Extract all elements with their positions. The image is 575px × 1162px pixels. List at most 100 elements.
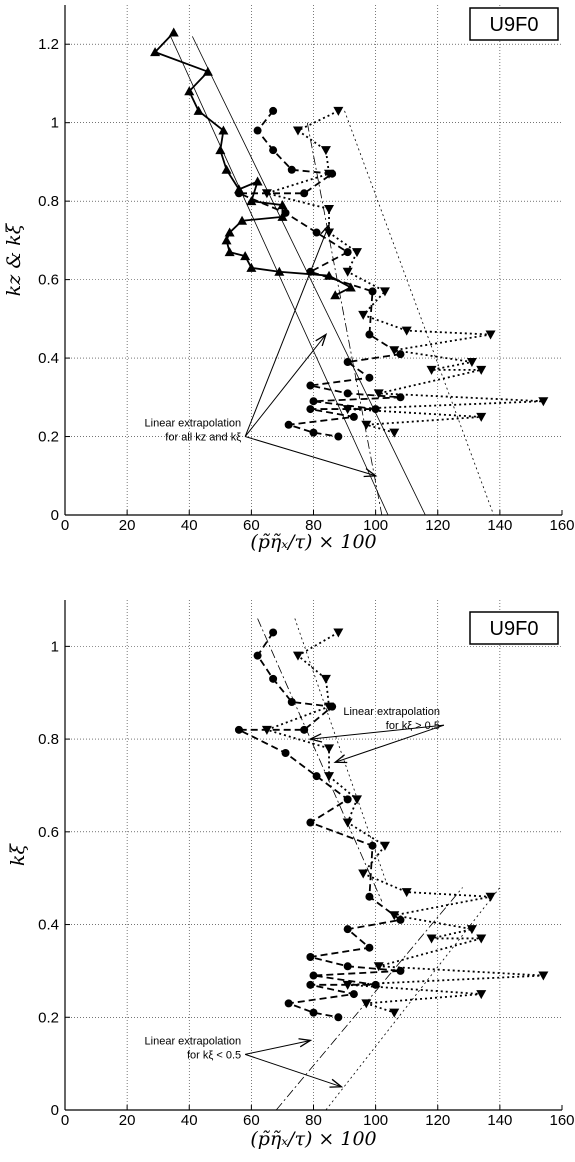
data-point: [358, 310, 369, 320]
data-point: [476, 990, 487, 1000]
data-point: [218, 125, 229, 135]
y-tick-label: 0.6: [38, 824, 59, 841]
data-point: [324, 744, 335, 754]
data-point: [277, 211, 288, 221]
data-point: [320, 674, 331, 684]
data-point: [309, 397, 318, 406]
data-point: [343, 962, 352, 971]
data-point: [365, 330, 374, 339]
annotation-line: for kξ > 0.5: [386, 720, 440, 732]
series-line-2: [238, 110, 404, 438]
arrow-head: [315, 333, 328, 347]
data-point: [426, 934, 437, 944]
data-point: [300, 189, 309, 198]
data-point: [292, 126, 303, 136]
data-point: [345, 282, 356, 292]
data-point: [300, 725, 309, 734]
annotation-line: Linear extrapolation: [343, 706, 440, 718]
data-point: [389, 346, 400, 356]
x-tick-label: 60: [243, 517, 260, 534]
y-tick-label: 1: [51, 638, 59, 655]
data-point: [221, 235, 232, 245]
data-point: [426, 365, 437, 375]
annotation-arrow: [310, 724, 445, 740]
data-point: [365, 943, 374, 952]
x-tick-label: 80: [305, 517, 322, 534]
data-point: [466, 925, 477, 935]
data-point: [379, 287, 390, 297]
x-tick-label: 100: [363, 517, 388, 534]
annotation-line: for all kz and kξ: [165, 432, 241, 444]
data-point: [333, 106, 344, 116]
y-tick-label: 0.4: [38, 917, 59, 934]
data-point: [269, 106, 278, 115]
data-point: [261, 725, 272, 735]
data-point: [287, 165, 296, 174]
data-point: [389, 428, 400, 438]
data-point: [221, 164, 232, 174]
data-point: [281, 749, 290, 757]
data-point: [371, 405, 380, 414]
data-point: [269, 674, 278, 683]
data-point: [373, 962, 384, 972]
series-line-4: [294, 618, 389, 888]
arrow-head: [333, 754, 348, 764]
data-point: [401, 326, 412, 336]
series-line-6: [325, 887, 501, 1111]
y-tick-label: 0.2: [38, 429, 59, 446]
data-point: [252, 176, 263, 186]
annotation-label: Linear extrapolation for kξ < 0.5: [145, 1035, 242, 1061]
data-point: [168, 27, 179, 37]
data-point: [309, 1008, 318, 1017]
data-point: [292, 651, 303, 661]
series-line-3: [257, 618, 383, 902]
data-point: [379, 841, 390, 851]
x-tick-label: 40: [181, 1112, 198, 1129]
tag-box: [469, 7, 559, 41]
arrow-head: [320, 222, 330, 237]
tag-label: U9F0: [490, 618, 539, 640]
series-line-7: [344, 110, 495, 516]
data-point: [184, 86, 195, 96]
x-axis-label: (p̃η̃ₓ/τ) × 100: [250, 531, 376, 553]
x-tick-label: 80: [305, 1112, 322, 1129]
data-point: [224, 227, 235, 237]
data-point: [253, 651, 262, 660]
annotation-label: Linear extrapolation for all kz and kξ: [145, 418, 242, 444]
x-tick-label: 40: [181, 517, 198, 534]
annotation-line: Linear extrapolation: [145, 1035, 242, 1047]
y-tick-label: 1.2: [38, 36, 59, 53]
data-point: [306, 818, 315, 827]
x-tick-label: 0: [61, 517, 69, 534]
data-point: [324, 702, 335, 712]
annotation-arrow: [244, 334, 327, 437]
x-tick-label: 20: [119, 517, 136, 534]
x-tick-label: 160: [549, 1112, 574, 1129]
arrow-head: [298, 1038, 313, 1048]
data-point: [324, 772, 335, 782]
arrow-head: [363, 468, 378, 478]
data-point: [150, 47, 161, 57]
data-point: [485, 892, 496, 902]
data-point: [476, 934, 487, 944]
data-point: [485, 330, 496, 340]
y-axis-label: kξ: [7, 842, 29, 866]
series-line-1: [238, 631, 403, 1019]
data-point: [284, 420, 293, 429]
data-point: [269, 146, 278, 155]
data-point: [274, 266, 285, 276]
x-tick-label: 0: [61, 1112, 69, 1129]
x-tick-label: 20: [119, 1112, 136, 1129]
data-point: [312, 228, 321, 237]
x-tick-label: 60: [243, 1112, 260, 1129]
data-point: [351, 248, 362, 258]
annotation-label: Linear extrapolation for kξ > 0.5: [343, 706, 440, 732]
annotation-arrow: [245, 1053, 342, 1088]
data-point: [466, 358, 477, 367]
x-axis-label: (p̃η̃ₓ/τ) × 100: [250, 1128, 376, 1150]
data-point: [193, 105, 204, 115]
x-tick-label: 120: [425, 1112, 450, 1129]
data-point: [349, 412, 358, 421]
data-point: [224, 247, 235, 257]
data-point: [389, 911, 400, 921]
